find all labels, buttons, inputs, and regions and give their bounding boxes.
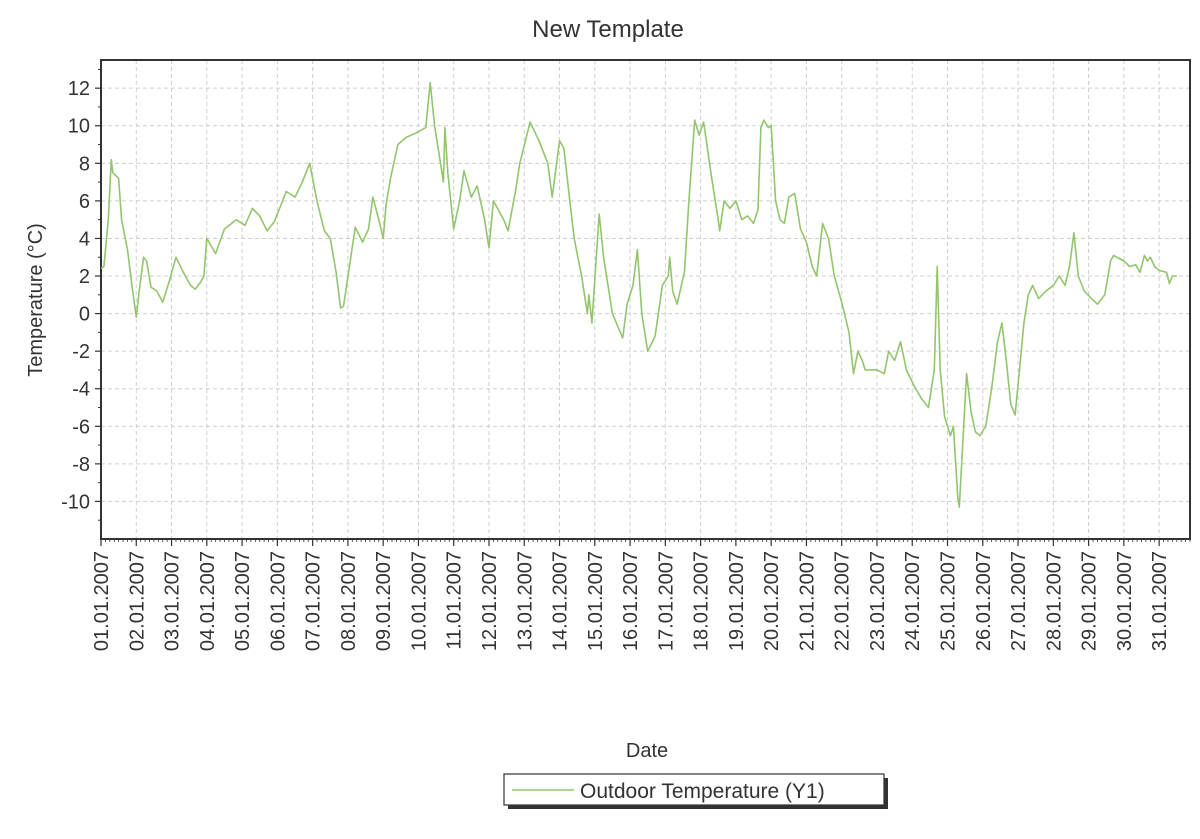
y-tick-label: -2 (72, 341, 90, 363)
x-tick-label: 09.01.2007 (373, 551, 395, 651)
x-axis-label: Date (626, 740, 668, 762)
x-tick-label: 07.01.2007 (303, 551, 325, 651)
series-line-outdoor-temperature (100, 81, 1177, 508)
chart-title: New Template (532, 16, 684, 43)
y-tick-label: 10 (68, 116, 90, 138)
x-tick-label: 01.01.2007 (91, 551, 113, 651)
x-tick-label: 05.01.2007 (232, 551, 254, 651)
y-tick-label: -6 (72, 416, 90, 438)
y-tick-label: 4 (79, 228, 90, 250)
x-tick-label: 04.01.2007 (197, 551, 219, 651)
y-axis-label: Temperature (°C) (25, 223, 47, 377)
x-tick-label: 22.01.2007 (832, 551, 854, 651)
x-tick-label: 15.01.2007 (585, 551, 607, 651)
x-tick-label: 29.01.2007 (1079, 551, 1101, 651)
grid (100, 60, 1190, 539)
legend-label-outdoor-temperature: Outdoor Temperature (Y1) (580, 780, 825, 803)
x-tick-label: 03.01.2007 (162, 551, 184, 651)
x-tick-label: 30.01.2007 (1114, 551, 1136, 651)
x-tick-label: 19.01.2007 (726, 551, 748, 651)
y-tick-label: -8 (72, 454, 90, 476)
legend: Outdoor Temperature (Y1) (503, 773, 888, 809)
x-tick-label: 14.01.2007 (550, 551, 572, 651)
x-tick-label: 08.01.2007 (338, 551, 360, 651)
plot-frame (100, 59, 1191, 540)
x-tick-label: 16.01.2007 (620, 551, 642, 651)
x-tick-label: 10.01.2007 (408, 551, 430, 651)
y-axis: 12 10 8 6 4 2 0 -2 -4 -6 -8 -10 (61, 68, 101, 521)
x-tick-label: 28.01.2007 (1043, 551, 1065, 651)
x-tick-label: 25.01.2007 (938, 551, 960, 651)
x-tick-label: 31.01.2007 (1149, 551, 1171, 651)
y-tick-label: 2 (79, 266, 90, 288)
x-tick-label: 27.01.2007 (1008, 551, 1030, 651)
x-tick-label: 26.01.2007 (973, 551, 995, 651)
x-tick-label: 24.01.2007 (902, 551, 924, 651)
y-tick-label: 8 (79, 153, 90, 175)
x-tick-label: 17.01.2007 (655, 551, 677, 651)
x-tick-label: 06.01.2007 (267, 551, 289, 651)
y-tick-label: 6 (79, 191, 90, 213)
x-axis: 01.01.2007 02.01.2007 03.01.2007 04.01.2007… (91, 539, 1191, 651)
y-tick-label: 12 (68, 78, 90, 100)
x-tick-label: 18.01.2007 (691, 551, 713, 651)
x-tick-label: 13.01.2007 (514, 551, 536, 651)
x-tick-label: 20.01.2007 (761, 551, 783, 651)
y-tick-label: 0 (79, 304, 90, 326)
y-tick-label: -10 (61, 491, 90, 513)
x-tick-label: 11.01.2007 (444, 551, 466, 650)
x-tick-label: 21.01.2007 (796, 551, 818, 651)
x-tick-label: 02.01.2007 (126, 551, 148, 651)
x-tick-label: 23.01.2007 (867, 551, 889, 651)
y-tick-label: -4 (72, 379, 90, 401)
x-tick-label: 12.01.2007 (479, 551, 501, 651)
